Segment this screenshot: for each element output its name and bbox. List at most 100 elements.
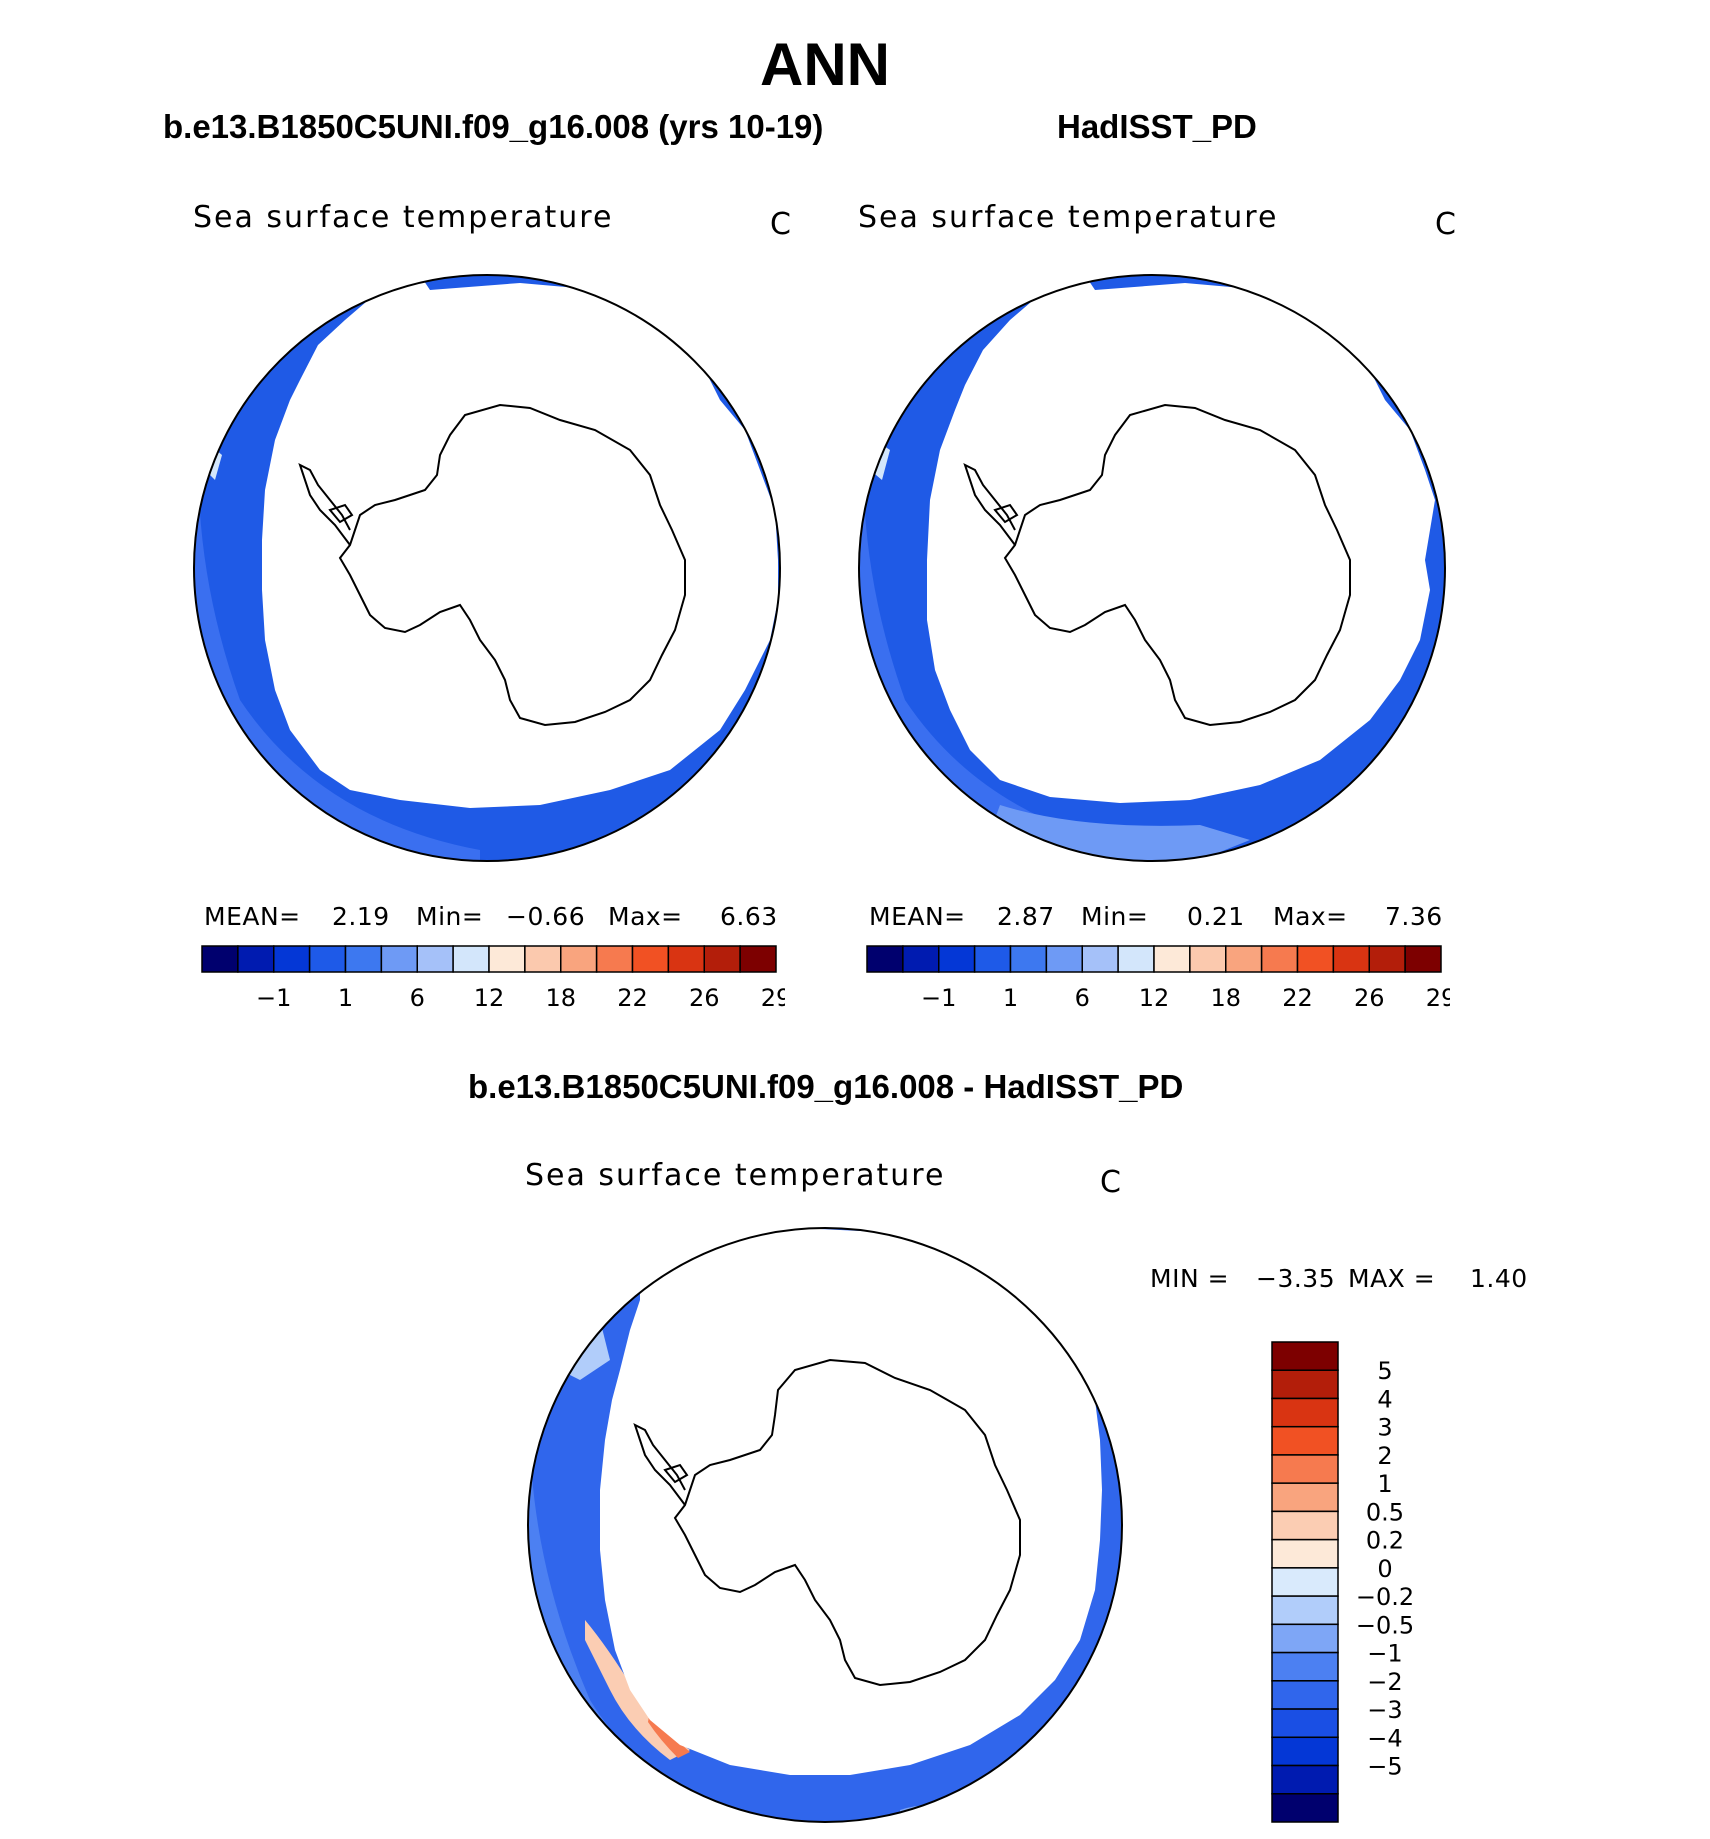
model-unit: C [770, 207, 791, 242]
obs-colorbar-box [973, 945, 1012, 973]
obs-min-value: 0.21 [1187, 902, 1245, 931]
diff-colorbar-tick: 0.5 [1366, 1498, 1404, 1526]
obs-max-label: Max= [1273, 902, 1348, 931]
diff-colorbar-box [1271, 1651, 1339, 1682]
diff-colorbar-tick: −0.5 [1356, 1611, 1414, 1639]
model-colorbar-box [308, 945, 347, 973]
obs-colorbar-tick: 26 [1354, 984, 1385, 1012]
obs-mean-label: MEAN= [869, 902, 966, 931]
obs-colorbar-box [1009, 945, 1048, 973]
diff-colorbar-box [1271, 1341, 1339, 1371]
obs-colorbar-box [1404, 945, 1442, 973]
obs-field-title: Sea surface temperature [858, 200, 1279, 235]
obs-colorbar-box [1081, 945, 1119, 973]
obs-max-value: 7.36 [1385, 902, 1443, 931]
model-colorbar-tick: 18 [545, 984, 576, 1012]
model-colorbar-tick: 12 [474, 984, 505, 1012]
diff-minmax: MIN = −3.35 MAX = 1.40 [1150, 1264, 1540, 1294]
model-colorbar-tick: 6 [410, 984, 425, 1012]
model-mean-value: 2.19 [332, 902, 390, 931]
diff-colorbar-tick: −5 [1367, 1753, 1402, 1781]
model-colorbar-box [631, 945, 670, 973]
diff-colorbar-tick: 0.2 [1366, 1527, 1404, 1555]
diff-colorbar-tick: −2 [1367, 1668, 1402, 1696]
model-colorbar-box [416, 945, 454, 973]
diff-colorbar-box [1271, 1567, 1339, 1597]
model-colorbar-tick: −1 [256, 984, 291, 1012]
diff-case-label: b.e13.B1850C5UNI.f09_g16.008 - HadISST_P… [468, 1068, 1184, 1105]
diff-max-label: MAX = [1348, 1264, 1436, 1293]
diff-colorbar-box [1271, 1482, 1339, 1513]
diff-colorbar-tick: 3 [1377, 1414, 1392, 1442]
model-colorbar-tick: 1 [338, 984, 353, 1012]
model-colorbar-box [237, 945, 275, 973]
model-colorbar-box [595, 945, 634, 973]
diff-colorbar-box [1271, 1680, 1339, 1710]
diff-sst-map [527, 1227, 1123, 1823]
model-colorbar-box [703, 945, 741, 973]
diff-colorbar-box [1271, 1510, 1339, 1541]
diff-field-title: Sea surface temperature [525, 1158, 946, 1193]
model-colorbar: −1 1 6 12 18 22 26 29 [201, 945, 785, 1012]
obs-colorbar-tick: −1 [921, 984, 956, 1012]
obs-colorbar-box [1045, 945, 1083, 973]
diff-colorbar-tick: 1 [1377, 1470, 1392, 1498]
obs-colorbar-box [1189, 945, 1227, 973]
diff-colorbar-box [1271, 1793, 1339, 1823]
diff-colorbar-tick: 5 [1377, 1357, 1392, 1385]
model-colorbar-tick: 22 [617, 984, 648, 1012]
obs-colorbar-box [938, 945, 976, 973]
diff-colorbar-tick: −3 [1367, 1696, 1402, 1724]
model-colorbar-box [488, 945, 526, 973]
diff-colorbar-tick: 0 [1377, 1555, 1392, 1583]
obs-colorbar-box [1368, 945, 1406, 973]
model-stats: MEAN= 2.19 Min= −0.66 Max= 6.63 [204, 902, 784, 932]
diff-unit: C [1100, 1165, 1121, 1200]
diff-min-label: MIN = [1150, 1264, 1230, 1293]
obs-colorbar-tick: 18 [1210, 984, 1241, 1012]
obs-min-label: Min= [1081, 902, 1149, 931]
obs-colorbar-tick: 12 [1139, 984, 1170, 1012]
model-colorbar-box [452, 945, 490, 973]
model-mean-label: MEAN= [204, 902, 301, 931]
model-colorbar-box [344, 945, 383, 973]
diff-min-value: −3.35 [1256, 1264, 1336, 1293]
main-title: ANN [760, 31, 890, 98]
diff-colorbar-box [1271, 1623, 1339, 1654]
diff-colorbar-box [1271, 1736, 1339, 1767]
obs-colorbar: −1 1 6 12 18 22 26 29 [866, 945, 1450, 1012]
obs-colorbar-box [1296, 945, 1335, 973]
obs-colorbar-tick: 6 [1075, 984, 1090, 1012]
diff-colorbar-box [1271, 1764, 1339, 1795]
model-colorbar-tick: 29 [761, 984, 785, 1012]
diff-colorbar-box [1271, 1454, 1339, 1484]
model-min-label: Min= [416, 902, 484, 931]
obs-stats: MEAN= 2.87 Min= 0.21 Max= 7.36 [869, 902, 1449, 932]
obs-colorbar-box [1153, 945, 1191, 973]
diff-colorbar-box [1271, 1708, 1339, 1739]
diff-colorbar-tick: −4 [1367, 1724, 1402, 1752]
diff-colorbar-tick: 4 [1377, 1385, 1392, 1413]
model-colorbar-box [667, 945, 705, 973]
diff-colorbar-box [1271, 1595, 1339, 1626]
diff-colorbar-box [1271, 1397, 1339, 1428]
model-colorbar-box [273, 945, 311, 973]
diff-colorbar-tick: 2 [1377, 1442, 1392, 1470]
model-colorbar-box [380, 945, 418, 973]
model-field-title: Sea surface temperature [193, 200, 614, 235]
diff-colorbar-box [1271, 1425, 1339, 1456]
obs-colorbar-box [1225, 945, 1263, 973]
obs-unit: C [1435, 207, 1456, 242]
diff-colorbar-box [1271, 1369, 1339, 1400]
obs-colorbar-box [902, 945, 940, 973]
model-max-label: Max= [608, 902, 683, 931]
obs-colorbar-tick: 1 [1003, 984, 1018, 1012]
obs-sst-map [858, 274, 1446, 862]
obs-colorbar-box [1117, 945, 1155, 973]
diff-colorbar-tick: −1 [1367, 1640, 1402, 1668]
model-sst-map [193, 274, 781, 862]
diff-max-value: 1.40 [1470, 1264, 1528, 1293]
model-colorbar-box [739, 945, 777, 973]
obs-colorbar-box [866, 945, 904, 973]
